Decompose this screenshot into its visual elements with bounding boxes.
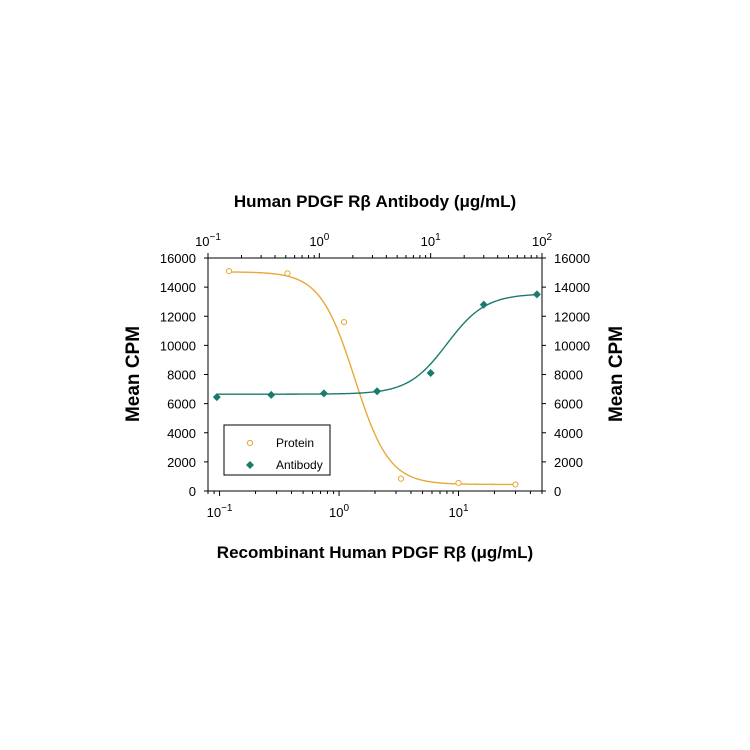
bottom-x-tick-label: 101 xyxy=(448,503,468,520)
left-y-tick-label: 12000 xyxy=(160,309,196,324)
right-y-tick-label: 12000 xyxy=(554,309,590,324)
right-y-tick-label: 10000 xyxy=(554,338,590,353)
legend: Protein Antibody xyxy=(223,424,331,476)
left-y-tick-label: 4000 xyxy=(167,426,196,441)
protein-point xyxy=(340,318,348,326)
antibody-point xyxy=(532,290,541,299)
antibody-point xyxy=(479,300,488,309)
left-y-tick-label: 16000 xyxy=(160,251,196,266)
bottom-x-tick-label: 10−1 xyxy=(207,503,233,520)
top-x-tick-label: 102 xyxy=(532,232,552,249)
left-y-tick-label: 8000 xyxy=(167,368,196,383)
ticks-layer: 0 2000 4000 6000 8000 10000 12000 14000 16000 0 20… xyxy=(160,232,590,520)
legend-protein-marker xyxy=(246,439,254,447)
right-y-tick-label: 0 xyxy=(554,484,561,499)
antibody-point xyxy=(319,389,328,398)
protein-point xyxy=(455,479,462,487)
right-y-tick-label: 2000 xyxy=(554,455,583,470)
protein-point xyxy=(284,270,291,277)
legend-antibody-marker xyxy=(246,461,254,469)
legend-protein-label: Protein xyxy=(276,436,314,450)
left-y-tick-label: 10000 xyxy=(160,338,196,353)
bottom-x-tick-label: 100 xyxy=(329,503,349,520)
antibody-point xyxy=(373,387,382,396)
right-y-tick-label: 4000 xyxy=(554,426,583,441)
legend-box xyxy=(223,424,331,476)
protein-point xyxy=(512,481,519,488)
top-x-tick-label: 101 xyxy=(421,232,441,249)
antibody-point xyxy=(267,390,276,399)
top-x-tick-label: 10−1 xyxy=(195,232,221,249)
right-y-tick-label: 6000 xyxy=(554,397,583,412)
right-y-tick-label: 14000 xyxy=(554,280,590,295)
protein-point xyxy=(397,475,405,482)
points-layer xyxy=(212,268,541,488)
left-y-tick-label: 6000 xyxy=(167,397,196,412)
left-y-tick-label: 0 xyxy=(189,484,196,499)
top-axis-title: Human PDGF Rβ Antibody (μg/mL) xyxy=(234,192,516,211)
bottom-axis-title: Recombinant Human PDGF Rβ (μg/mL) xyxy=(217,543,533,562)
left-y-tick-label: 14000 xyxy=(160,280,196,295)
legend-antibody-label: Antibody xyxy=(276,458,323,472)
top-x-tick-label: 100 xyxy=(309,232,329,249)
protein-point xyxy=(225,268,233,275)
left-axis-title: Mean CPM xyxy=(123,326,144,422)
left-y-tick-label: 2000 xyxy=(167,455,196,470)
antibody-fit-curve xyxy=(216,293,537,395)
right-axis-title: Mean CPM xyxy=(606,326,627,422)
right-y-tick-label: 16000 xyxy=(554,251,590,266)
antibody-point xyxy=(212,393,221,402)
antibody-point xyxy=(426,369,435,378)
right-y-tick-label: 8000 xyxy=(554,368,583,383)
protein-fit-curve xyxy=(229,271,516,486)
